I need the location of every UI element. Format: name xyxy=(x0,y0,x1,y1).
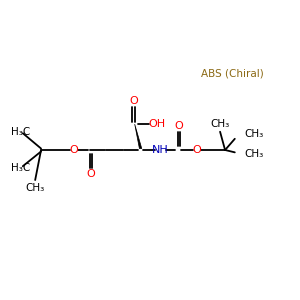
Text: NH: NH xyxy=(152,145,169,155)
Text: O: O xyxy=(175,121,184,131)
Text: CH₃: CH₃ xyxy=(26,183,45,193)
Polygon shape xyxy=(135,124,142,148)
Text: OH: OH xyxy=(148,119,165,129)
Text: O: O xyxy=(70,145,78,155)
Text: H₃C: H₃C xyxy=(11,127,30,137)
Text: H₃C: H₃C xyxy=(11,163,30,173)
Text: CH₃: CH₃ xyxy=(211,119,230,129)
Text: ABS (Chiral): ABS (Chiral) xyxy=(201,68,264,78)
Text: O: O xyxy=(129,96,138,106)
Text: CH₃: CH₃ xyxy=(244,129,263,139)
Text: O: O xyxy=(86,169,95,179)
Text: O: O xyxy=(192,145,201,155)
Text: CH₃: CH₃ xyxy=(244,148,263,158)
